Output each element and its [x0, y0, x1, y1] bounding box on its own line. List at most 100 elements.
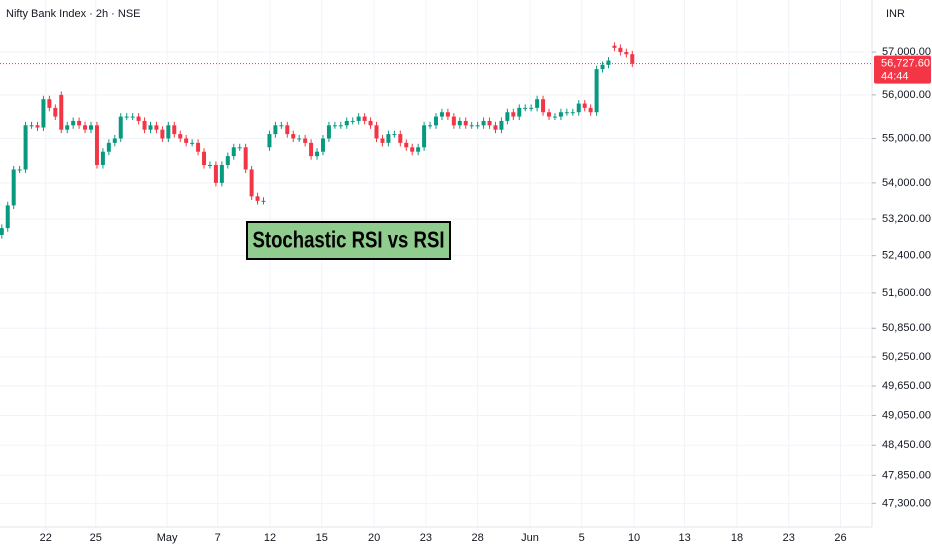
- candle-body: [166, 125, 171, 139]
- candle-body: [588, 107, 593, 113]
- candle-body: [422, 125, 427, 148]
- x-tick-label: Jun: [521, 532, 539, 544]
- candle-body: [517, 107, 522, 117]
- y-tick-label: 56,000.00: [882, 89, 931, 101]
- candle-body: [535, 99, 540, 108]
- candle-body: [600, 64, 605, 70]
- candle-body: [552, 116, 557, 118]
- candle-body: [237, 147, 242, 149]
- y-tick-label: 48,450.00: [882, 439, 931, 451]
- candle-body: [243, 147, 248, 170]
- candle-body: [285, 125, 290, 135]
- candle-body: [184, 138, 189, 143]
- candle-body: [5, 205, 10, 229]
- candle-body: [511, 112, 516, 117]
- candle-body: [315, 151, 320, 157]
- candle-body: [94, 125, 99, 166]
- candle-body: [279, 125, 284, 127]
- candle-body: [469, 125, 474, 127]
- candle-body: [380, 138, 385, 143]
- candle-body: [0, 228, 4, 235]
- candle-body: [35, 125, 40, 128]
- candle-body: [100, 151, 105, 166]
- candle-body: [582, 103, 587, 108]
- candle-body: [404, 142, 409, 148]
- candle-body: [541, 99, 546, 113]
- annotation-text: Stochastic RSI vs RSI: [253, 227, 445, 253]
- candle-body: [356, 116, 361, 121]
- candle-body: [53, 107, 58, 117]
- x-tick-label: 22: [40, 532, 52, 544]
- candle-body: [451, 116, 456, 126]
- candle-body: [505, 112, 510, 121]
- candle-body: [564, 112, 569, 114]
- candle-body: [457, 120, 462, 126]
- candle-body: [89, 125, 94, 130]
- x-tick-label: 15: [316, 532, 328, 544]
- candle-body: [291, 134, 296, 139]
- y-tick-label: 50,850.00: [882, 322, 931, 334]
- y-tick-label: 49,050.00: [882, 409, 931, 421]
- grid: [0, 0, 872, 527]
- candle-body: [303, 138, 308, 143]
- candle-body: [320, 138, 325, 152]
- candle-body: [59, 94, 64, 130]
- candle-body: [547, 112, 552, 117]
- x-tick-label: 10: [628, 532, 640, 544]
- candle-body: [618, 47, 623, 53]
- x-tick-label: 13: [679, 532, 691, 544]
- y-tick-label: 57,000.00: [882, 46, 931, 58]
- candle-body: [344, 120, 349, 126]
- candle-body: [332, 125, 337, 127]
- candles: [0, 42, 635, 239]
- y-tick-label: 50,250.00: [882, 351, 931, 363]
- y-tick-label: 54,000.00: [882, 177, 931, 189]
- candle-body: [255, 196, 260, 201]
- candle-body: [463, 120, 468, 126]
- y-tick-label: 47,300.00: [882, 497, 931, 509]
- y-tick-label: 51,600.00: [882, 287, 931, 299]
- candle-body: [606, 60, 611, 65]
- candle-body: [523, 107, 528, 109]
- x-tick-label: 28: [472, 532, 484, 544]
- candle-body: [142, 120, 147, 130]
- x-tick-label: 23: [420, 532, 432, 544]
- candle-body: [29, 125, 34, 127]
- x-tick-label: 5: [579, 532, 585, 544]
- candle-body: [136, 116, 141, 121]
- y-tick-label: 47,850.00: [882, 469, 931, 481]
- candle-body: [386, 134, 391, 143]
- y-tick-label: 55,000.00: [882, 132, 931, 144]
- candle-body: [499, 120, 504, 130]
- candle-body: [439, 112, 444, 117]
- candle-body: [130, 116, 135, 118]
- candle-body: [481, 120, 486, 126]
- candle-body: [225, 156, 230, 166]
- candle-body: [434, 116, 438, 126]
- candle-body: [118, 116, 123, 139]
- annotation: Stochastic RSI vs RSI: [246, 221, 451, 260]
- candle-body: [624, 52, 629, 55]
- candle-body: [475, 125, 480, 127]
- current-price-box: [874, 55, 931, 84]
- candle-body: [326, 125, 331, 139]
- candle-body: [529, 107, 534, 109]
- candle-body: [148, 125, 153, 130]
- candle-body: [398, 134, 403, 143]
- currency: INR: [886, 8, 905, 20]
- candle-body: [445, 112, 450, 117]
- candle-body: [213, 165, 218, 183]
- candle-body: [172, 125, 177, 135]
- countdown: 44:44: [881, 71, 909, 83]
- candle-body: [231, 147, 236, 157]
- y-tick-label: 49,650.00: [882, 380, 931, 392]
- x-tick-label: 25: [90, 532, 102, 544]
- candle-body: [309, 142, 314, 157]
- candle-body: [23, 125, 28, 170]
- x-tick-label: 12: [264, 532, 276, 544]
- candle-body: [350, 120, 355, 122]
- x-tick-label: 18: [731, 532, 743, 544]
- candle-body: [594, 69, 599, 113]
- candle-body: [612, 45, 617, 48]
